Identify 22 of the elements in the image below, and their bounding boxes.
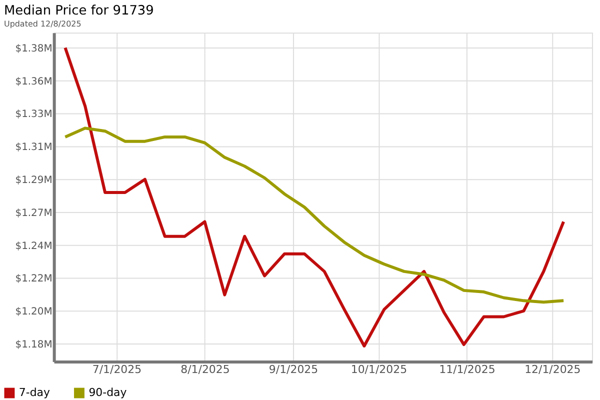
y-tick-label: $1.36M xyxy=(15,76,52,88)
y-tick-label: $1.38M xyxy=(15,43,52,54)
legend-label: 7-day xyxy=(18,386,51,399)
y-tick-label: $1.33M xyxy=(15,109,52,120)
y-tick-label: $1.24M xyxy=(15,240,52,252)
y-tick-label: $1.31M xyxy=(15,142,52,154)
chart-title: Median Price for 91739 xyxy=(4,4,154,19)
line-series xyxy=(64,46,566,348)
legend-label: 90-day xyxy=(88,386,128,399)
x-tick-label: 9/1/2025 xyxy=(268,362,318,376)
y-tick-label: $1.29M xyxy=(15,174,52,186)
x-tick-label: 11/1/2025 xyxy=(439,362,496,376)
x-tick-label: 12/1/2025 xyxy=(524,362,581,376)
y-tick-label: $1.18M xyxy=(15,339,52,350)
chart-subtitle: Updated 12/8/2025 xyxy=(4,20,82,29)
x-tick-label: 8/1/2025 xyxy=(180,362,230,376)
x-tick-label: 7/1/2025 xyxy=(92,362,142,376)
y-tick-label: $1.20M xyxy=(15,306,52,318)
y-tick-label: $1.27M xyxy=(15,208,52,219)
line-series xyxy=(64,126,566,304)
x-tick-label: 10/1/2025 xyxy=(350,362,408,376)
y-tick-label: $1.22M xyxy=(15,274,52,285)
